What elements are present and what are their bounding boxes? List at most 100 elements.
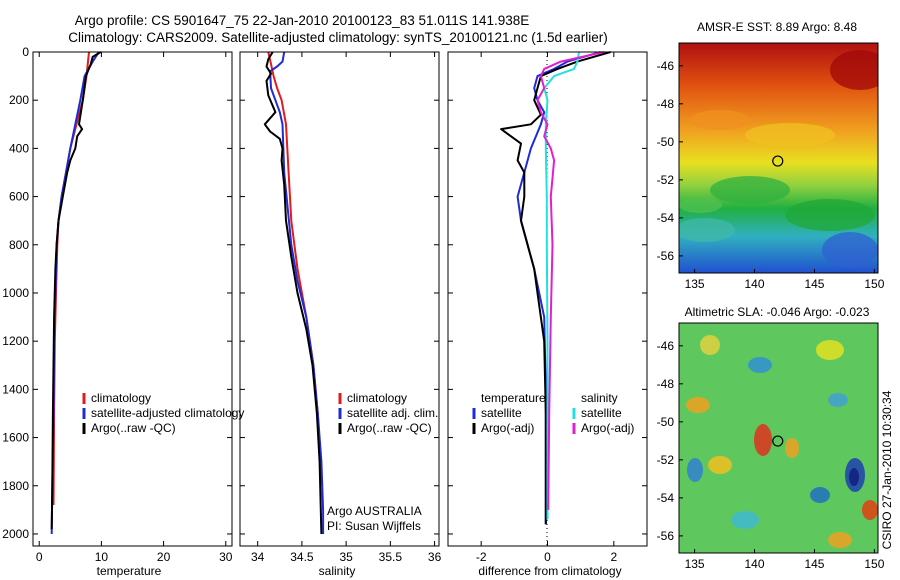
temperature-legend-label: climatology — [91, 391, 151, 405]
difference-group-0-legend-label: satellite — [481, 406, 522, 420]
difference-legend-group-title: temperature — [481, 391, 546, 405]
difference-group-1-legend-label: satellite — [581, 406, 622, 420]
sla-texture-blob — [687, 458, 703, 482]
sla-heatmap — [679, 323, 878, 553]
sla-x-tick-label: 145 — [804, 557, 824, 571]
sst-texture-blob — [690, 110, 750, 130]
temperature-y-tick-label: 0 — [22, 45, 29, 59]
sla-y-tick-label: -54 — [657, 491, 675, 505]
figure-title-line2: Climatology: CARS2009. Satellite-adjuste… — [68, 30, 608, 45]
sla-texture-blob — [731, 511, 759, 529]
sst-heatmap — [679, 43, 878, 273]
sst-texture-blob — [830, 50, 878, 90]
sla-y-tick-label: -56 — [657, 529, 675, 543]
difference-x-label: difference from climatology — [478, 564, 621, 578]
sla-texture-blob — [816, 340, 844, 360]
difference-x-tick-label: -2 — [476, 550, 487, 564]
sst-x-tick-label: 145 — [804, 277, 824, 291]
sla-x-tick-label: 140 — [745, 557, 765, 571]
sst-y-tick-label: -46 — [657, 59, 675, 73]
temperature-axes-frame — [32, 51, 233, 547]
sst-y-tick-label: -50 — [657, 135, 675, 149]
temperature-x-tick-label: 10 — [95, 550, 109, 564]
sst-y-tick-label: -54 — [657, 211, 675, 225]
temperature-y-tick-label: 200 — [9, 93, 29, 107]
salinity-x-tick-label: 36 — [428, 550, 442, 564]
sla-argo-position-marker — [772, 435, 784, 447]
csiro-timestamp: CSIRO 27-Jan-2010 10:30:34 — [880, 390, 894, 549]
sla-map-frame — [678, 322, 879, 554]
sla-y-tick-label: -46 — [657, 339, 675, 353]
sst-x-tick-label: 150 — [864, 277, 884, 291]
sla-y-tick-label: -48 — [657, 377, 675, 391]
sst-map-panel: AMSR-E SST: 8.89 Argo: 8.48 135 140 145 150… — [657, 20, 885, 291]
salinity-x-label: salinity — [319, 564, 356, 578]
sst-texture-blob — [710, 176, 790, 204]
sla-texture-blob — [748, 357, 772, 373]
salinity-x-tick-label: 35.5 — [379, 550, 403, 564]
salinity-legend-label: climatology — [347, 391, 407, 405]
difference-series-0 — [516, 51, 601, 525]
salinity-panel: 34 34.5 35 35.5 36 salinity climatologysatel… — [239, 51, 442, 578]
difference-x-tick-label: 2 — [610, 550, 617, 564]
temperature-x-label: temperature — [97, 564, 162, 578]
temperature-x-tick-label: 0 — [36, 550, 43, 564]
sst-argo-position-marker — [772, 155, 784, 167]
sst-texture-blob — [679, 197, 722, 213]
salinity-legend-label: satellite adj. clim. — [347, 406, 438, 420]
sla-y-tick-label: -52 — [657, 453, 675, 467]
sla-x-tick-label: 150 — [864, 557, 884, 571]
figure-title-line1: Argo profile: CS 5901647_75 22-Jan-2010 … — [75, 13, 530, 28]
sst-texture-blob — [679, 218, 735, 242]
salinity-axes-frame — [239, 51, 440, 547]
sla-texture-blob — [862, 500, 878, 520]
sla-texture-blob — [708, 456, 732, 474]
salinity-x-tick-label: 34.5 — [290, 550, 314, 564]
difference-series-3 — [536, 51, 605, 510]
temperature-y-tick-label: 1000 — [2, 286, 29, 300]
salinity-x-tick-label: 35 — [339, 550, 353, 564]
temperature-y-tick-label: 600 — [9, 190, 29, 204]
sst-texture-blob — [822, 232, 878, 268]
sst-texture-blob — [745, 123, 835, 147]
sst-x-tick-label: 140 — [745, 277, 765, 291]
temperature-series-0 — [52, 51, 90, 506]
sla-texture-blob — [700, 335, 720, 355]
sst-y-tick-label: -56 — [657, 249, 675, 263]
salinity-annotation-pi: PI: Susan Wijffels — [327, 519, 421, 533]
salinity-series-1 — [269, 51, 325, 534]
difference-series-2 — [543, 51, 580, 520]
sla-texture-blob — [810, 487, 830, 503]
temperature-y-tick-label: 800 — [9, 238, 29, 252]
sst-y-tick-label: -48 — [657, 97, 675, 111]
temperature-y-tick-label: 1600 — [2, 431, 29, 445]
sla-texture-blob — [828, 393, 848, 407]
temperature-panel: 0 10 20 30 0 200 400 600 800 1000 1200 1400 1600 1800… — [2, 45, 244, 578]
salinity-x-tick-label: 34 — [251, 550, 265, 564]
temperature-y-tick-label: 1400 — [2, 382, 29, 396]
difference-x-tick-label: 0 — [544, 550, 551, 564]
sla-texture-blob — [785, 438, 799, 458]
sla-map-title: Altimetric SLA: -0.046 Argo: -0.023 — [685, 305, 870, 319]
temperature-x-tick-label: 20 — [157, 550, 171, 564]
sst-x-tick-label: 135 — [685, 277, 705, 291]
temperature-legend-label: Argo(..raw -QC) — [91, 421, 176, 435]
salinity-series-2 — [263, 51, 323, 535]
salinity-annotation-program: Argo AUSTRALIA — [327, 504, 422, 518]
sla-texture-blob — [686, 397, 710, 413]
sst-map-frame — [678, 42, 879, 274]
temperature-legend-label: satellite-adjusted climatology — [91, 406, 244, 420]
sla-map-panel: Altimetric SLA: -0.046 Argo: -0.023 135 1… — [657, 305, 885, 571]
difference-group-1-legend-label: Argo(-adj) — [581, 421, 634, 435]
difference-group-0-legend-label: Argo(-adj) — [481, 421, 534, 435]
sst-texture-blob — [785, 199, 875, 231]
sst-y-tick-label: -52 — [657, 173, 675, 187]
temperature-series-1 — [50, 51, 100, 535]
temperature-y-tick-label: 1800 — [2, 479, 29, 493]
sla-texture-blob — [849, 468, 859, 486]
difference-legend-group-title: salinity — [581, 391, 618, 405]
temperature-series-2 — [50, 51, 102, 530]
temperature-x-tick-label: 30 — [219, 550, 233, 564]
difference-panel: -2 0 2 difference from climatology tempera… — [447, 51, 648, 578]
